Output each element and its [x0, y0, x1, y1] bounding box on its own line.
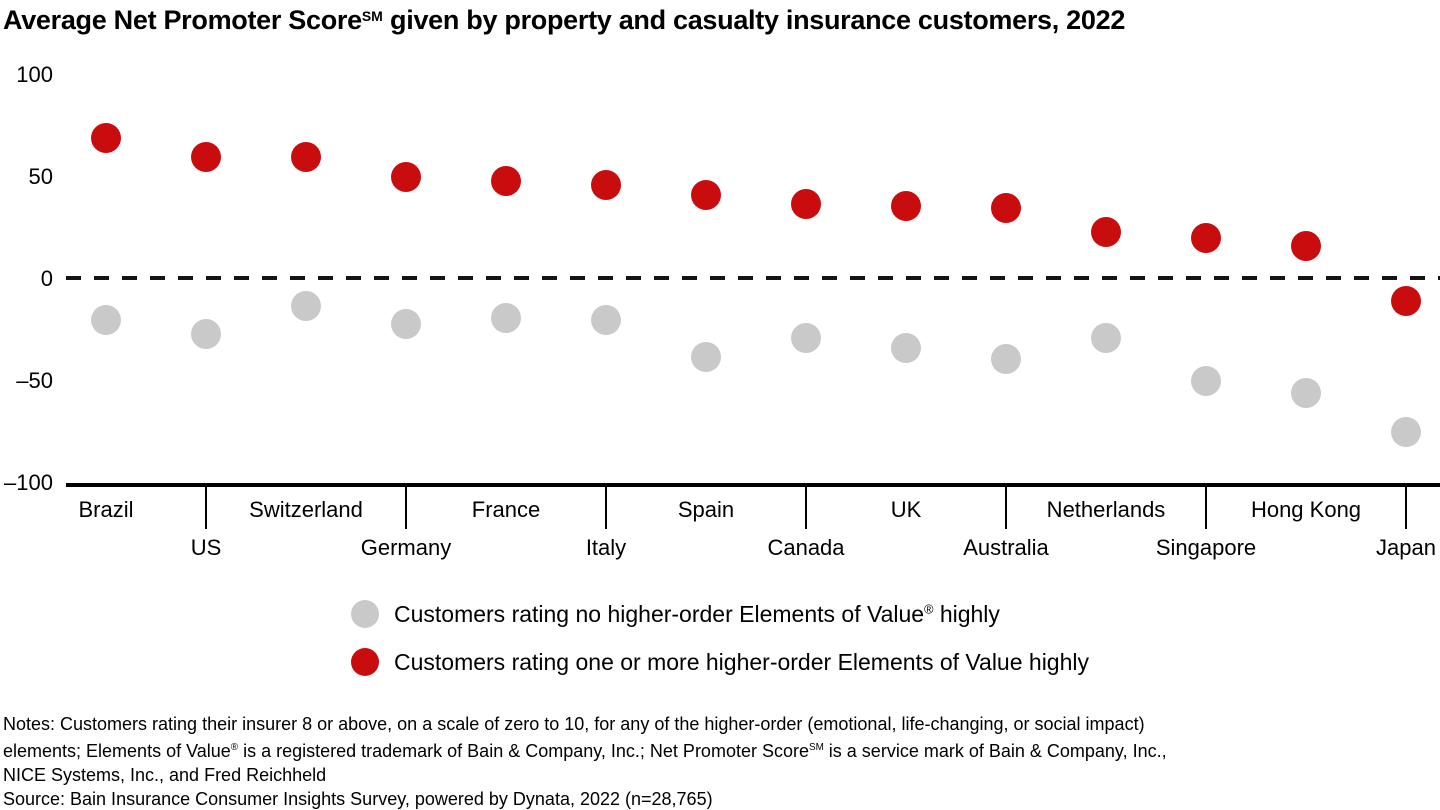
gray-dot-spain [691, 341, 721, 372]
notes-line-3: NICE Systems, Inc., and Fred Reichheld [3, 765, 327, 785]
x-axis-tick-canada [805, 487, 807, 529]
x-axis-label-brazil: Brazil [78, 497, 134, 522]
gray-dot-australia [991, 343, 1021, 374]
x-axis-tick-us [205, 487, 207, 529]
notes: Notes: Customers rating their insurer 8 … [3, 712, 1167, 810]
legend-item-gray: Customers rating no higher-order Element… [350, 600, 1089, 628]
x-axis-label-singapore: Singapore [1155, 535, 1257, 560]
x-axis-tick-germany [405, 487, 407, 529]
legend-label-gray: Customers rating no higher-order Element… [393, 600, 1000, 627]
chart-title: Average Net Promoter ScoreSM given by pr… [3, 5, 1125, 36]
x-axis-label-germany: Germany [360, 535, 452, 560]
x-axis-label-japan: Japan [1376, 535, 1436, 560]
x-axis-label-france: France [471, 497, 541, 522]
x-axis-label-uk: UK [890, 497, 922, 522]
legend-item-red: Customers rating one or more higher-orde… [350, 648, 1090, 676]
y-axis-label-50: 50 [28, 164, 53, 189]
gray-dot-germany [391, 308, 421, 339]
y-axis-label--50: –50 [16, 368, 53, 393]
red-dot-netherlands [1091, 217, 1121, 248]
x-axis-tick-japan [1405, 487, 1407, 529]
chart-title-text-rest: given by property and casualty insurance… [382, 5, 1126, 35]
red-dot-spain [691, 180, 721, 211]
red-dot-brazil [91, 123, 121, 154]
source-line: Source: Bain Insurance Consumer Insights… [3, 789, 713, 809]
title-superscript: SM [361, 8, 383, 24]
gray-dot-hong-kong [1291, 378, 1321, 409]
x-axis-label-netherlands: Netherlands [1046, 497, 1166, 522]
red-dot-australia [991, 192, 1021, 223]
plot-area: Brazil US Switzerland Germany France Italy Spa… [66, 0, 1440, 572]
y-axis-label--100: –100 [4, 470, 53, 495]
y-axis: 100 50 0 –50 –100 [0, 0, 53, 570]
red-dot-france [491, 166, 521, 197]
gray-dot-canada [791, 323, 821, 354]
red-dot-canada [791, 188, 821, 219]
x-axis-label-spain: Spain [677, 497, 735, 522]
gray-dot-italy [591, 304, 621, 335]
x-axis-tick-italy [605, 487, 607, 529]
gray-dot-icon [350, 600, 379, 628]
gray-dot-brazil [91, 304, 121, 335]
gray-dot-singapore [1191, 366, 1221, 396]
red-dot-japan [1391, 286, 1421, 317]
x-axis-label-us: US [190, 535, 222, 560]
gray-dot-france [491, 302, 521, 333]
y-axis-label-100: 100 [16, 62, 53, 87]
red-dot-singapore [1191, 223, 1221, 254]
x-axis-label-australia: Australia [963, 535, 1049, 560]
chart-title-text: Average Net Promoter Score [3, 5, 362, 35]
x-axis-tick-australia [1005, 487, 1007, 529]
red-dot-switzerland [291, 141, 321, 172]
gray-dot-japan [1391, 417, 1421, 447]
gray-dot-switzerland [291, 290, 321, 321]
gray-dot-netherlands [1091, 323, 1121, 354]
notes-line-2: elements; Elements of Value® is a regist… [3, 741, 1167, 761]
red-dot-us [191, 141, 221, 172]
red-dot-hong-kong [1291, 231, 1321, 262]
gray-dot-us [191, 319, 221, 350]
x-axis-label-canada: Canada [767, 535, 845, 560]
legend-inner: Customers rating no higher-order Element… [350, 600, 1090, 676]
y-axis-label-0: 0 [40, 266, 53, 291]
x-axis-tick-singapore [1205, 487, 1207, 529]
x-axis-line [66, 483, 1440, 487]
x-axis-label-switzerland: Switzerland [249, 497, 363, 522]
x-axis-label-italy: Italy [585, 535, 627, 560]
legend-label-red: Customers rating one or more higher-orde… [393, 648, 1090, 675]
red-dot-italy [591, 170, 621, 201]
zero-baseline-dashed [66, 276, 1440, 280]
x-axis-label-hong-kong: Hong Kong [1250, 497, 1362, 522]
legend: Customers rating no higher-order Element… [0, 600, 1440, 696]
gray-dot-uk [891, 333, 921, 364]
notes-line-1: Notes: Customers rating their insurer 8 … [3, 714, 1145, 734]
red-dot-icon [350, 648, 379, 676]
red-dot-uk [891, 190, 921, 221]
red-dot-germany [391, 162, 421, 192]
